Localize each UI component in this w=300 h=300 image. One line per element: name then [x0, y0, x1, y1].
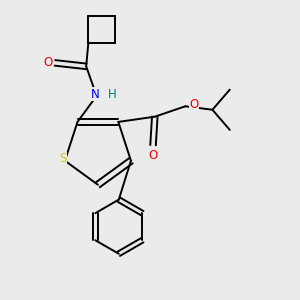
Text: O: O [43, 56, 52, 69]
Text: S: S [59, 152, 67, 166]
Text: N: N [91, 88, 99, 100]
Text: H: H [108, 88, 117, 100]
Text: O: O [148, 149, 158, 162]
Text: O: O [190, 98, 199, 111]
